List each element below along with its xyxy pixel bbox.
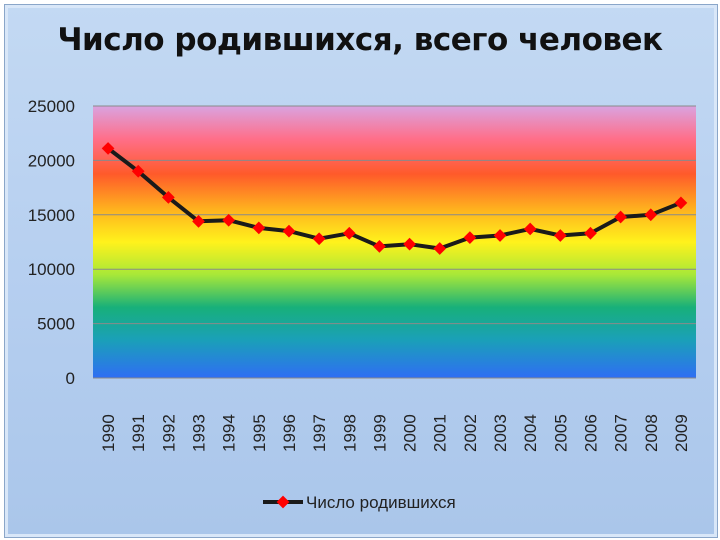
x-tick-label: 1999 bbox=[370, 414, 389, 452]
x-tick-label: 2006 bbox=[581, 414, 600, 452]
data-point-marker bbox=[463, 231, 477, 245]
data-point-marker bbox=[282, 224, 296, 238]
x-tick-label: 1994 bbox=[220, 414, 239, 452]
data-point-marker bbox=[433, 242, 447, 255]
x-tick-label: 1997 bbox=[310, 414, 329, 452]
chart-title: Число родившихся, всего человек bbox=[57, 22, 663, 58]
data-point-marker bbox=[131, 164, 145, 178]
data-point-marker bbox=[493, 229, 507, 242]
data-point-marker bbox=[342, 226, 356, 240]
y-tick-label: 5000 bbox=[37, 315, 75, 334]
x-tick-label: 2009 bbox=[672, 414, 691, 452]
y-tick-label: 25000 bbox=[28, 97, 75, 116]
x-tick-label: 2000 bbox=[401, 414, 420, 452]
y-tick-label: 20000 bbox=[28, 151, 75, 170]
data-point-marker bbox=[373, 239, 386, 253]
data-point-marker bbox=[222, 213, 236, 227]
x-tick-label: 1992 bbox=[159, 414, 178, 452]
y-tick-label: 10000 bbox=[28, 260, 75, 279]
legend: Число родившихся bbox=[263, 493, 456, 512]
y-axis-ticks: 0 5000 10000 15000 20000 25000 bbox=[28, 97, 75, 388]
data-point-marker bbox=[101, 142, 115, 155]
x-tick-label: 1993 bbox=[190, 414, 209, 452]
x-tick-label: 2003 bbox=[491, 414, 510, 452]
x-tick-label: 2001 bbox=[431, 414, 450, 452]
y-tick-label: 0 bbox=[66, 369, 75, 388]
data-point-marker bbox=[312, 232, 326, 246]
data-point-marker bbox=[252, 221, 266, 235]
x-tick-label: 1996 bbox=[280, 414, 299, 452]
gridlines bbox=[93, 105, 696, 379]
x-tick-label: 2005 bbox=[551, 414, 570, 452]
x-tick-label: 2002 bbox=[461, 414, 480, 452]
x-tick-label: 2007 bbox=[612, 414, 631, 452]
data-point-marker bbox=[162, 191, 175, 204]
x-tick-label: 1991 bbox=[129, 414, 148, 452]
x-tick-label: 2008 bbox=[642, 414, 661, 452]
x-tick-label: 1990 bbox=[99, 414, 118, 452]
plot-area bbox=[93, 106, 696, 378]
data-point-marker bbox=[403, 237, 416, 251]
x-axis-ticks: 1990 1991 1992 1993 1994 1995 1996 1997 1998 1999… bbox=[99, 414, 691, 452]
legend-marker-swatch bbox=[276, 495, 290, 509]
x-tick-label: 1998 bbox=[340, 414, 359, 452]
x-tick-label: 1995 bbox=[250, 414, 269, 452]
x-tick-label: 2004 bbox=[521, 414, 540, 452]
data-point-marker bbox=[192, 214, 205, 228]
legend-label: Число родившихся bbox=[306, 493, 456, 512]
y-tick-label: 15000 bbox=[28, 206, 75, 225]
